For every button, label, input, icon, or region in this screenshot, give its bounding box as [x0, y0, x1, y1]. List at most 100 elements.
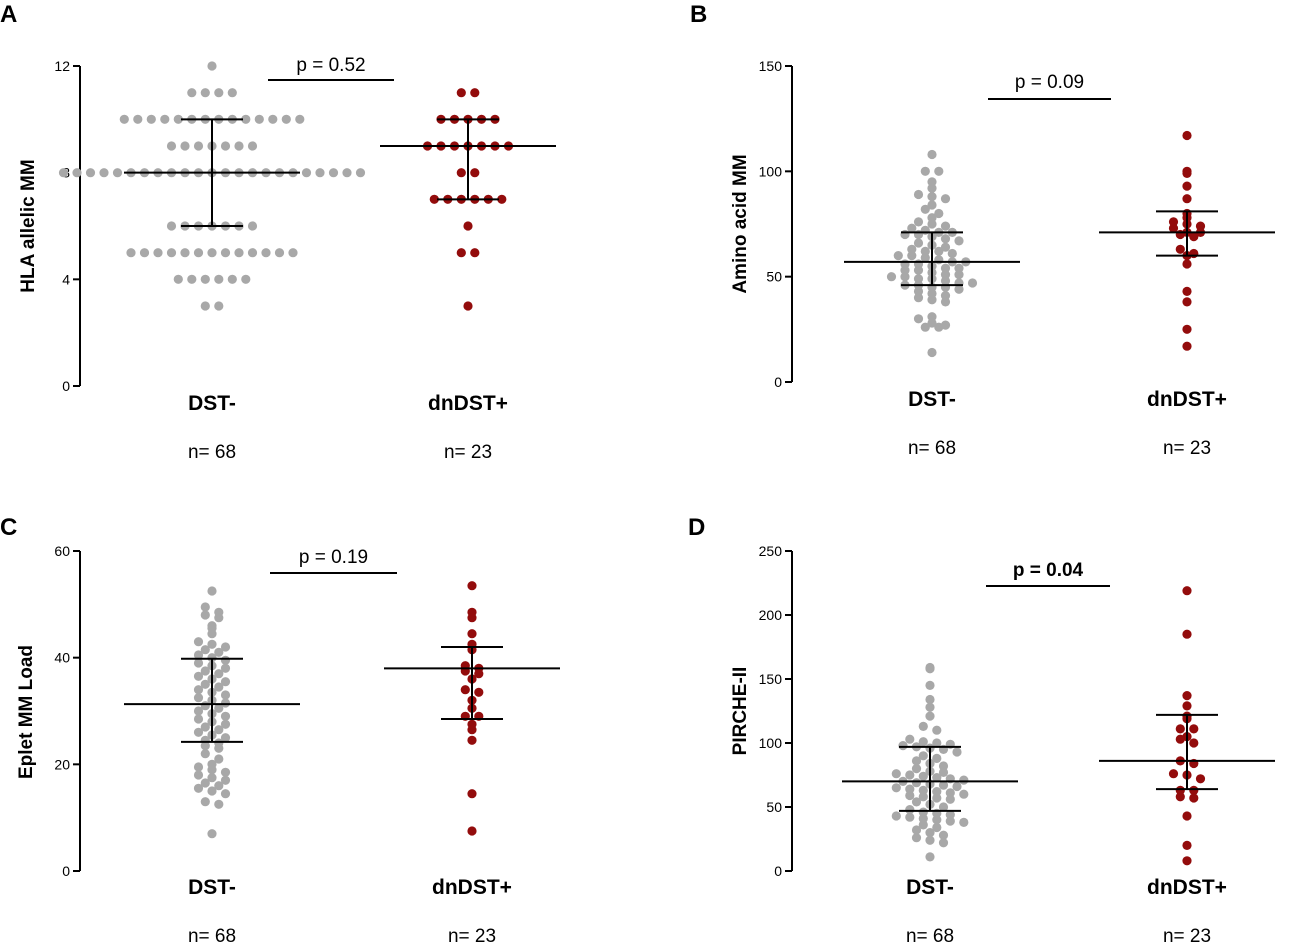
panel-d: D PIRCHE-II 0 50 100 150 200 250 DST-n= 68 dnDS… [688, 514, 1275, 945]
data-point [913, 189, 924, 200]
y-tick-label: 100 [759, 735, 783, 751]
data-point [925, 694, 935, 705]
data-point [911, 797, 922, 807]
data-point [193, 727, 204, 737]
data-point [1189, 232, 1199, 242]
panel-letter-d: D [688, 514, 705, 541]
data-point [918, 820, 928, 830]
data-point [1182, 856, 1192, 866]
data-point [173, 114, 183, 124]
data-point [934, 246, 944, 256]
data-point [234, 141, 244, 151]
data-point [214, 682, 224, 692]
data-point [467, 581, 477, 591]
plot-area-c: 0 20 40 60 DST-n= 68 dnDST+ n= 23 p = 0.19 [54, 543, 560, 945]
category-label: DST- [906, 876, 954, 899]
panel-a: A HLA allelic MM 04812DST-n= 68dnDST+n= … [0, 1, 556, 463]
data-point [214, 725, 224, 735]
data-point [1182, 586, 1192, 596]
data-point [891, 769, 901, 779]
data-point [938, 767, 949, 778]
data-point [467, 629, 477, 639]
data-point [470, 248, 480, 258]
y-tick-label: 60 [54, 543, 70, 559]
data-point [927, 177, 937, 187]
y-tick-label: 150 [759, 58, 783, 74]
p-value-label: p = 0.52 [296, 55, 365, 76]
data-point [214, 669, 224, 679]
data-point [954, 236, 964, 246]
data-point [1182, 181, 1192, 191]
data-point [220, 248, 231, 258]
p-value-label: p = 0.09 [1015, 72, 1084, 93]
p-value-label: p = 0.19 [299, 547, 368, 568]
y-tick-label: 0 [62, 863, 70, 879]
data-point [1182, 168, 1192, 178]
data-point [1168, 217, 1179, 227]
data-point [927, 295, 937, 305]
data-point [193, 248, 204, 258]
data-point [193, 671, 204, 681]
data-point [940, 270, 951, 280]
p-value-label: p = 0.04 [1013, 560, 1084, 581]
data-point [945, 788, 955, 798]
data-point [214, 703, 224, 713]
data-point [227, 274, 237, 284]
data-point [301, 168, 312, 178]
data-point [927, 192, 937, 202]
y-tick-label: 200 [759, 607, 783, 623]
y-tick-label: 0 [774, 374, 782, 390]
data-point [967, 278, 978, 288]
data-point [891, 783, 901, 793]
data-point [1175, 792, 1185, 802]
data-point [467, 735, 477, 745]
data-point [193, 658, 204, 668]
data-point [429, 194, 439, 204]
data-point [932, 738, 942, 748]
data-point [959, 817, 969, 828]
data-point [959, 775, 969, 785]
data-point [891, 811, 901, 821]
y-tick-label: 0 [62, 378, 70, 394]
data-point [1189, 793, 1199, 803]
data-point [207, 248, 217, 258]
data-point [1182, 629, 1192, 639]
data-point [207, 653, 217, 663]
data-point [905, 790, 915, 801]
y-axis-label-a: HLA allelic MM [18, 159, 39, 292]
data-point [342, 168, 352, 178]
y-tick-label: 20 [54, 756, 70, 772]
data-point [918, 771, 928, 781]
n-label: n= 68 [906, 926, 954, 945]
category-label: dnDST+ [428, 392, 508, 415]
data-point [925, 702, 935, 712]
n-label: n= 68 [188, 442, 236, 463]
data-point [214, 88, 224, 98]
data-point [456, 88, 466, 98]
data-point [1182, 840, 1192, 851]
data-point [940, 291, 951, 301]
data-point [99, 168, 109, 178]
data-point [126, 248, 136, 258]
data-point [905, 812, 915, 822]
data-point [1175, 244, 1185, 254]
data-point [112, 168, 123, 178]
y-tick-label: 4 [62, 271, 70, 287]
data-point [474, 669, 484, 679]
data-point [139, 248, 150, 258]
data-point [214, 799, 224, 809]
y-tick-label: 250 [759, 543, 783, 559]
data-point [153, 248, 163, 258]
data-point [927, 288, 937, 299]
data-point [193, 141, 204, 151]
data-point [247, 141, 258, 151]
data-point [1175, 724, 1185, 734]
data-point [220, 719, 231, 729]
data-point [187, 88, 197, 98]
data-point [220, 655, 231, 665]
data-point [460, 685, 470, 695]
data-point [207, 639, 217, 649]
data-point [934, 255, 944, 265]
data-point [180, 248, 190, 258]
